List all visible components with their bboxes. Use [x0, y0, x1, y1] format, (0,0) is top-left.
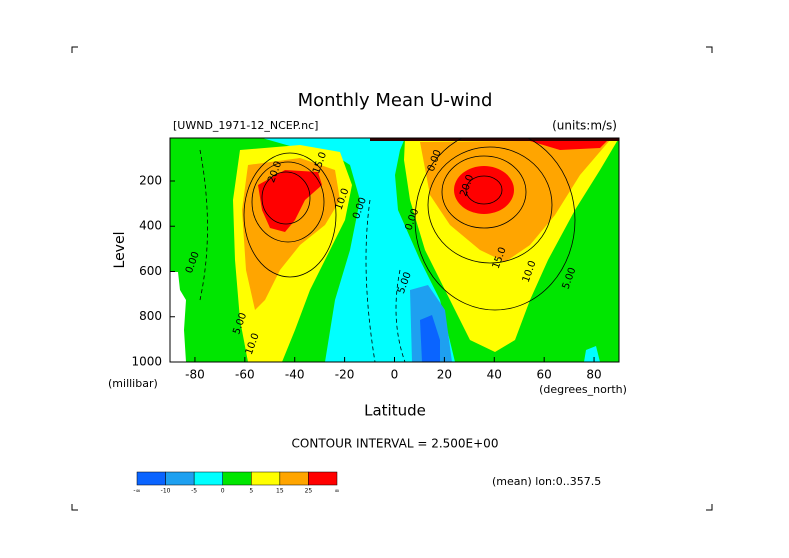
colorbar-box [308, 471, 338, 486]
corner-marks [71, 46, 713, 511]
y-tick-label: 800 [139, 309, 162, 323]
y-tick-label: 600 [139, 264, 162, 278]
colorbar-label: 15 [276, 488, 284, 495]
colorbar-label: -10 [161, 488, 171, 495]
contour-fill [262, 138, 455, 362]
chart-title: Monthly Mean U-wind [298, 90, 493, 111]
x-tick-label: -80 [185, 368, 205, 382]
x-axis-label: Latitude [364, 402, 426, 420]
contour-fill [454, 166, 514, 214]
x-tick-label: -60 [235, 368, 255, 382]
colorbar-label: 5 [249, 488, 253, 495]
colorbar-label: -5 [191, 488, 197, 495]
colorbar-label: ∞ [335, 488, 340, 495]
dataset-label: [UWND_1971-12_NCEP.nc] [173, 119, 318, 132]
missing-area [170, 272, 186, 362]
y-tick-label: 400 [139, 219, 162, 233]
colorbar-box [279, 471, 309, 486]
colorbar-box [136, 471, 166, 486]
y-tick-label: 1000 [131, 355, 162, 369]
colorbar-box [251, 471, 281, 486]
colorbar-label: -∞ [133, 488, 140, 495]
colorbar-box [165, 471, 195, 486]
colorbar-label: 25 [305, 488, 313, 495]
x-tick-label: 20 [437, 368, 452, 382]
x-tick-label: 40 [487, 368, 502, 382]
contour-fill [584, 346, 600, 362]
x-tick-label: -40 [285, 368, 305, 382]
contour-fill [258, 170, 322, 232]
x-tick-label: 80 [586, 368, 601, 382]
x-tick-label: -20 [335, 368, 355, 382]
colorbar-box [193, 471, 223, 486]
x-unit-label: (degrees_north) [539, 383, 627, 396]
y-axis-label: Level [112, 232, 128, 269]
units-label: (units:m/s) [552, 119, 617, 133]
y-tick-label: 200 [139, 173, 162, 187]
contour-field [170, 138, 619, 362]
averaging-label: (mean) lon:0..357.5 [492, 475, 601, 488]
contour-interval: CONTOUR INTERVAL = 2.500E+00 [292, 437, 499, 451]
y-unit-label: (millibar) [108, 377, 158, 390]
colorbar-box [222, 471, 252, 486]
colorbar-label: 0 [221, 488, 225, 495]
contour-fill [370, 138, 619, 141]
x-tick-label: 0 [391, 368, 399, 382]
contour-fill [420, 315, 440, 362]
x-tick-label: 60 [537, 368, 552, 382]
